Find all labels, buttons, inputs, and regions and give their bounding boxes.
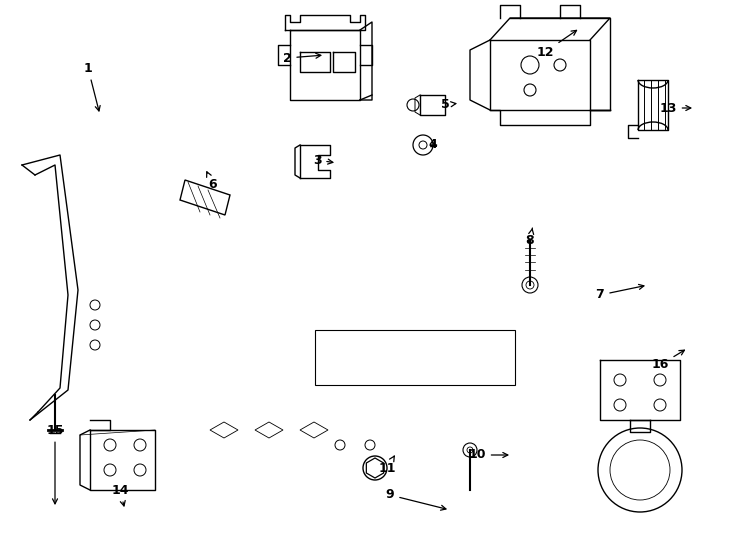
Text: 14: 14	[112, 483, 128, 506]
Text: 2: 2	[283, 51, 321, 64]
Text: 9: 9	[385, 489, 446, 510]
Text: 16: 16	[651, 350, 684, 372]
Text: 1: 1	[84, 62, 100, 111]
Text: 11: 11	[378, 456, 396, 475]
Text: 4: 4	[429, 138, 437, 152]
Circle shape	[463, 443, 477, 457]
Text: 7: 7	[595, 285, 644, 301]
Text: 6: 6	[207, 172, 217, 192]
Text: 8: 8	[526, 228, 534, 246]
Circle shape	[522, 277, 538, 293]
Text: 10: 10	[468, 449, 508, 462]
Text: 15: 15	[46, 423, 64, 504]
Text: 13: 13	[659, 102, 691, 114]
Text: 5: 5	[440, 98, 456, 111]
Text: 3: 3	[313, 153, 333, 166]
Text: 12: 12	[537, 30, 576, 58]
